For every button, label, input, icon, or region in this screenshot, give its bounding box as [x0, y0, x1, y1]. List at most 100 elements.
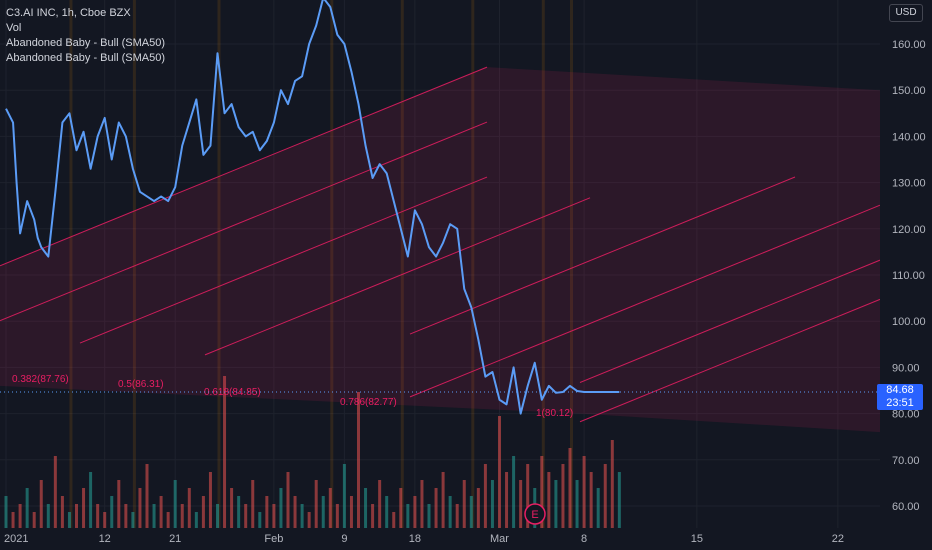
volume-bar	[335, 504, 339, 528]
currency-button[interactable]: USD	[889, 4, 923, 22]
volume-bar	[265, 496, 269, 528]
price-tick-label: 160.00	[892, 39, 926, 51]
session-band	[69, 0, 73, 528]
volume-bar	[293, 496, 297, 528]
price-tick-label: 130.00	[892, 178, 926, 190]
volume-bar	[53, 456, 57, 528]
time-tick-label: 21	[169, 533, 181, 545]
volume-bar	[18, 504, 22, 528]
volume-bar	[406, 504, 410, 528]
time-tick-label: 8	[581, 533, 587, 545]
volume-bar	[589, 472, 593, 528]
grid-lines	[0, 0, 880, 528]
earnings-marker[interactable]: E	[524, 503, 546, 525]
volume-bar	[476, 488, 480, 528]
price-tick-label: 90.00	[892, 362, 920, 374]
volume-bar	[399, 488, 403, 528]
volume-bar	[32, 512, 36, 528]
volume-bar	[25, 488, 29, 528]
session-band	[330, 0, 334, 528]
volume-bar	[505, 472, 509, 528]
volume-bar	[39, 480, 43, 528]
volume-bar	[272, 504, 276, 528]
volume-bar	[244, 504, 248, 528]
volume-bar	[575, 480, 579, 528]
last-price-tag: 84.68 23:51	[877, 384, 923, 410]
time-tick-label: 12	[99, 533, 111, 545]
volume-bar	[300, 504, 304, 528]
volume-bar	[11, 512, 15, 528]
volume-bar	[124, 504, 128, 528]
volume-bars	[4, 376, 621, 528]
volume-bar	[328, 488, 332, 528]
price-axis[interactable]: 60.00 70.00 80.00 90.00 100.00 110.00 120.00 13…	[880, 0, 932, 550]
volume-bar	[131, 512, 135, 528]
price-tick-label: 60.00	[892, 501, 920, 513]
volume-bar	[610, 440, 614, 528]
time-tick-label: 18	[409, 533, 421, 545]
time-tick-label: 15	[691, 533, 703, 545]
volume-bar	[166, 512, 170, 528]
time-tick-label: Mar	[490, 533, 509, 545]
time-axis[interactable]: 2021 12 21 Feb 9 18 Mar 8 15 22	[0, 528, 932, 550]
volume-bar	[617, 472, 621, 528]
fib-label: 1(80.12)	[536, 408, 573, 419]
volume-bar	[159, 496, 163, 528]
volume-bar	[67, 512, 71, 528]
volume-bar	[357, 392, 360, 528]
volume-bar	[145, 464, 149, 528]
volume-bar	[371, 504, 375, 528]
session-band	[217, 0, 221, 528]
volume-bar	[448, 496, 452, 528]
fib-line	[409, 176, 796, 335]
countdown-timer: 23:51	[886, 397, 914, 409]
volume-bar	[526, 464, 530, 528]
volume-bar	[349, 496, 353, 528]
volume-bar	[469, 496, 473, 528]
fib-label: 0.618(84.85)	[204, 387, 261, 398]
price-tick-label: 100.00	[892, 316, 926, 328]
indicator-label-1[interactable]: Abandoned Baby - Bull (SMA50)	[6, 37, 165, 49]
volume-bar	[96, 504, 100, 528]
fib-label: 0.382(87.76)	[12, 374, 69, 385]
volume-bar	[342, 464, 346, 528]
indicator-label-2[interactable]: Abandoned Baby - Bull (SMA50)	[6, 52, 165, 64]
fib-line	[409, 204, 881, 398]
volume-bar	[413, 496, 417, 528]
volume-bar	[103, 512, 107, 528]
fib-line	[204, 197, 591, 356]
volume-bar	[216, 504, 219, 528]
volume-bar	[561, 464, 565, 528]
volume-bar	[138, 488, 142, 528]
volume-bar	[180, 504, 184, 528]
price-tick-label: 140.00	[892, 131, 926, 143]
symbol-title[interactable]: C3.AI INC, 1h, Cboe BZX	[6, 7, 131, 19]
session-band	[471, 0, 475, 528]
chart-legend: C3.AI INC, 1h, Cboe BZX Vol Abandoned Ba…	[6, 6, 165, 66]
volume-bar	[173, 480, 177, 528]
volume-bar	[208, 472, 212, 528]
volume-bar	[603, 464, 607, 528]
volume-bar	[378, 480, 382, 528]
price-line	[5, 0, 620, 415]
volume-bar	[286, 472, 290, 528]
volume-bar	[582, 456, 586, 528]
volume-bar	[540, 456, 544, 528]
volume-bar	[89, 472, 93, 528]
volume-bar	[82, 488, 86, 528]
volume-bar	[279, 488, 283, 528]
fib-line	[579, 259, 881, 383]
volume-bar	[201, 496, 205, 528]
volume-bar	[46, 504, 50, 528]
volume-bar	[568, 448, 572, 528]
volume-indicator-label[interactable]: Vol	[6, 22, 22, 34]
volume-bar	[152, 504, 156, 528]
volume-bar	[117, 480, 121, 528]
time-axis-bg	[0, 528, 932, 550]
volume-bar	[512, 456, 516, 528]
price-tick-label: 80.00	[892, 409, 920, 421]
earnings-marker-label: E	[531, 509, 538, 521]
fib-label: 0.5(86.31)	[118, 379, 164, 390]
price-tick-label: 150.00	[892, 85, 926, 97]
